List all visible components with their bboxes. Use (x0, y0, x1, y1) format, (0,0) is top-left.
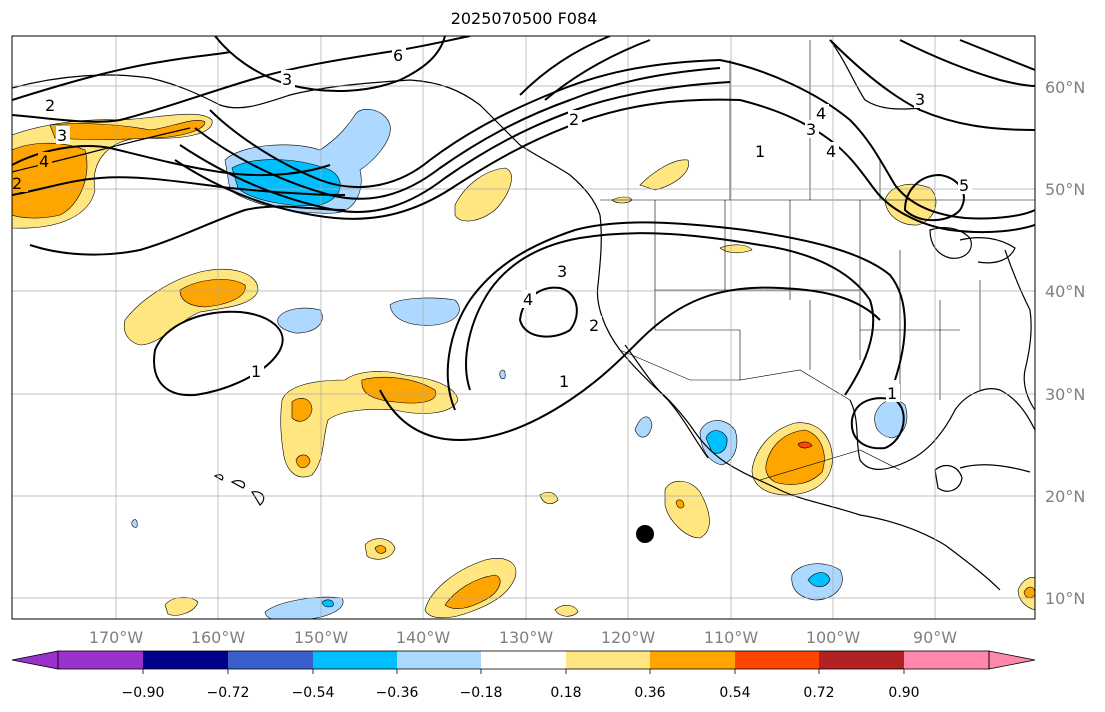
contour-label: 3 (282, 70, 292, 89)
colorbar-tick-label: −0.90 (122, 685, 165, 701)
map-area (12, 36, 1035, 619)
lon-label: 160°W (191, 628, 246, 647)
colorbar-swatch (397, 651, 481, 669)
lat-label: 20°N (1045, 487, 1085, 506)
colorbar-tick-label: 0.36 (634, 685, 665, 701)
contour-label-group: 2 3 4 6 3 2 2 1 4 3 4 3 5 3 4 2 1 1 1 (12, 46, 972, 403)
longitude-labels: 170°W 160°W 150°W 140°W 130°W 120°W 110°… (89, 628, 957, 647)
colorbar-swatch (988, 650, 1036, 670)
contour-label: 3 (557, 262, 567, 281)
contour-label: 4 (523, 290, 533, 309)
contour-label: 3 (806, 120, 816, 139)
colorbar-tick-label: −0.72 (207, 685, 250, 701)
latitude-labels: 60°N 50°N 40°N 30°N 20°N 10°N (1045, 78, 1085, 608)
lon-label: 120°W (601, 628, 656, 647)
colorbar-swatch (566, 651, 650, 669)
contour-label: 3 (57, 126, 67, 145)
lon-label: 140°W (396, 628, 451, 647)
contour-label: 2 (589, 316, 599, 335)
page-title: 2025070500 F084 (450, 9, 598, 28)
contour-label: 1 (251, 362, 261, 381)
contour-label: 4 (39, 152, 49, 171)
colorbar-tick-label: −0.18 (460, 685, 503, 701)
colorbar: −0.90 −0.72 −0.54 −0.36 −0.18 0.18 0.36 … (11, 650, 1036, 701)
colorbar-swatch (904, 651, 989, 669)
colorbar-tick-label: 0.18 (550, 685, 581, 701)
contour-label: 1 (559, 372, 569, 391)
colorbar-tick-label: 0.54 (719, 685, 750, 701)
colorbar-swatch (313, 651, 397, 669)
colorbar-tick-label: −0.36 (376, 685, 419, 701)
contour-label: 3 (915, 90, 925, 109)
colorbar-swatch (143, 651, 228, 669)
lon-label: 110°W (704, 628, 759, 647)
colorbar-tick-label: −0.54 (292, 685, 335, 701)
grid-lines (12, 36, 1035, 619)
colorbar-tick-label: 0.90 (888, 685, 919, 701)
lat-label: 60°N (1045, 78, 1085, 97)
contour-label: 2 (569, 110, 579, 129)
lat-label: 30°N (1045, 385, 1085, 404)
contour-label: 4 (826, 142, 836, 161)
lon-label: 100°W (806, 628, 861, 647)
contour-label: 6 (393, 46, 403, 65)
contour-label: 1 (755, 142, 765, 161)
contour-label: 2 (12, 174, 22, 193)
colorbar-swatch (819, 651, 904, 669)
colorbar-swatch (481, 651, 566, 669)
lon-label: 150°W (294, 628, 349, 647)
colorbar-swatch (650, 651, 735, 669)
location-marker (636, 525, 654, 543)
coastlines (12, 39, 1035, 591)
lat-label: 40°N (1045, 282, 1085, 301)
colorbar-swatch (58, 651, 143, 669)
lat-label: 50°N (1045, 180, 1085, 199)
contour-label: 2 (45, 96, 55, 115)
lon-label: 90°W (913, 628, 957, 647)
colorbar-swatch (735, 651, 819, 669)
contour-label: 1 (887, 384, 897, 403)
lon-label: 130°W (499, 628, 554, 647)
colorbar-tick-label: 0.72 (803, 685, 834, 701)
map-frame (11, 35, 1036, 620)
political-borders (600, 40, 1035, 481)
lon-label: 170°W (89, 628, 144, 647)
colorbar-swatch (11, 650, 59, 670)
contour-label: 5 (959, 176, 969, 195)
colorbar-swatch (228, 651, 313, 669)
contour-label: 4 (816, 104, 826, 123)
lat-label: 10°N (1045, 589, 1085, 608)
